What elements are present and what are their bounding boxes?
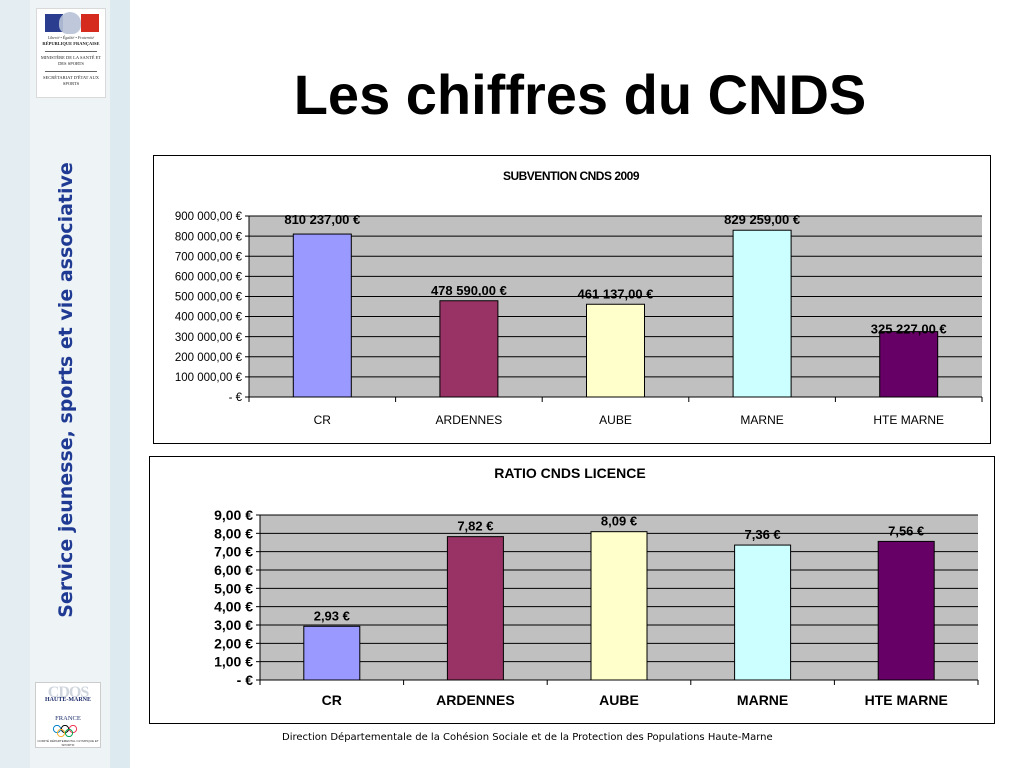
y-tick-label: 800 000,00 €	[175, 231, 243, 243]
y-tick-label: 9,00 €	[214, 507, 253, 523]
y-tick-label: - €	[237, 672, 254, 688]
y-tick-label: 600 000,00 €	[175, 271, 243, 283]
x-tick-label: CR	[314, 413, 332, 427]
sidebar-stripe-left	[0, 0, 30, 768]
data-label: 7,56 €	[888, 523, 924, 538]
y-tick-label: 2,00 €	[214, 635, 253, 651]
chart-ratio: RATIO CNDS LICENCE - € 1,00 € 2,00 € 3,00 € 4…	[214, 465, 979, 708]
chart-ratio-frame: RATIO CNDS LICENCE - € 1,00 € 2,00 € 3,00 € 4…	[149, 456, 995, 724]
ministry-text: MINISTÈRE DE LA SANTÉ ET DES SPORTS	[40, 55, 102, 66]
republic-text: RÉPUBLIQUE FRANÇAISE	[42, 41, 100, 46]
x-tick-label: AUBE	[599, 413, 632, 427]
x-tick-label: CR	[322, 692, 342, 708]
y-tick-label: 7,00 €	[214, 544, 253, 560]
y-tick-label: 4,00 €	[214, 599, 253, 615]
footer-text: Direction Départementale de la Cohésion …	[282, 732, 773, 743]
bar	[734, 544, 792, 681]
x-tick-label: AUBE	[599, 692, 639, 708]
y-tick-label: - €	[229, 392, 243, 404]
data-label: 461 137,00 €	[578, 286, 654, 301]
cdos-dept: HAUTE-MARNE	[45, 697, 91, 703]
cdos-logo: CDOS HAUTE-MARNE FRANCE COMITÉ DÉPARTEME…	[35, 682, 101, 748]
bar	[446, 536, 504, 681]
sidebar-stripe-right	[110, 0, 130, 768]
bar	[292, 233, 352, 398]
bar	[303, 625, 361, 681]
y-tick-label: 300 000,00 €	[175, 332, 243, 344]
cdos-country: FRANCE	[55, 715, 81, 722]
y-tick-label: 3,00 €	[214, 617, 253, 633]
y-tick-label: 500 000,00 €	[175, 292, 243, 304]
chart-subvention: SUBVENTION CNDS 2009 - € 100 000,00 € 200 0…	[175, 169, 983, 427]
divider	[45, 71, 97, 72]
y-tick-label: 900 000,00 €	[175, 211, 243, 223]
y-tick-label: 100 000,00 €	[175, 372, 243, 384]
bar	[586, 303, 645, 398]
y-tick-label: 1,00 €	[214, 654, 253, 670]
bar	[590, 531, 648, 681]
motto-text: Liberté • Égalité • Fraternité	[47, 35, 95, 40]
y-tick-label: 6,00 €	[214, 562, 253, 578]
chart-title: SUBVENTION CNDS 2009	[503, 169, 640, 183]
chart-subvention-frame: SUBVENTION CNDS 2009 - € 100 000,00 € 200 0…	[153, 155, 991, 444]
data-label: 2,93 €	[314, 608, 350, 623]
x-tick-label: ARDENNES	[436, 692, 515, 708]
divider	[45, 51, 97, 52]
republique-francaise-logo: Liberté • Égalité • Fraternité RÉPUBLIQU…	[36, 8, 106, 98]
bar	[877, 540, 935, 681]
page-title: Les chiffres du CNDS	[293, 63, 867, 126]
x-tick-label: HTE MARNE	[873, 413, 944, 427]
y-tick-label: 200 000,00 €	[175, 352, 243, 364]
x-tick-label: HTE MARNE	[865, 692, 948, 708]
marianne-icon	[59, 12, 81, 34]
data-label: 829 259,00 €	[724, 212, 800, 227]
data-label: 8,09 €	[601, 514, 637, 529]
data-label: 7,82 €	[457, 519, 493, 534]
y-tick-label: 8,00 €	[214, 525, 253, 541]
bar	[879, 331, 939, 398]
olympic-rings-icon	[52, 725, 78, 737]
secretariat-text: SECRÉTARIAT D'ÉTAT AUX SPORTS	[43, 75, 99, 86]
chart-title: RATIO CNDS LICENCE	[494, 465, 645, 481]
y-tick-label: 5,00 €	[214, 580, 253, 596]
x-tick-label: MARNE	[737, 692, 788, 708]
bar	[732, 229, 792, 398]
data-label: 7,36 €	[745, 527, 781, 542]
y-tick-label: 700 000,00 €	[175, 251, 243, 263]
x-tick-label: MARNE	[740, 413, 783, 427]
data-label: 810 237,00 €	[284, 212, 360, 227]
cdos-caption: COMITÉ DÉPARTEMENTAL OLYMPIQUE ET SPORTI…	[37, 739, 99, 747]
vertical-section-title: Service jeunesse, sports et vie associat…	[55, 162, 77, 618]
cdos-mark: CDOS	[47, 684, 89, 701]
x-tick-label: ARDENNES	[436, 413, 503, 427]
data-label: 478 590,00 €	[431, 283, 507, 298]
bar	[439, 300, 499, 398]
y-tick-label: 400 000,00 €	[175, 312, 243, 324]
data-label: 325 227,00 €	[871, 322, 947, 337]
